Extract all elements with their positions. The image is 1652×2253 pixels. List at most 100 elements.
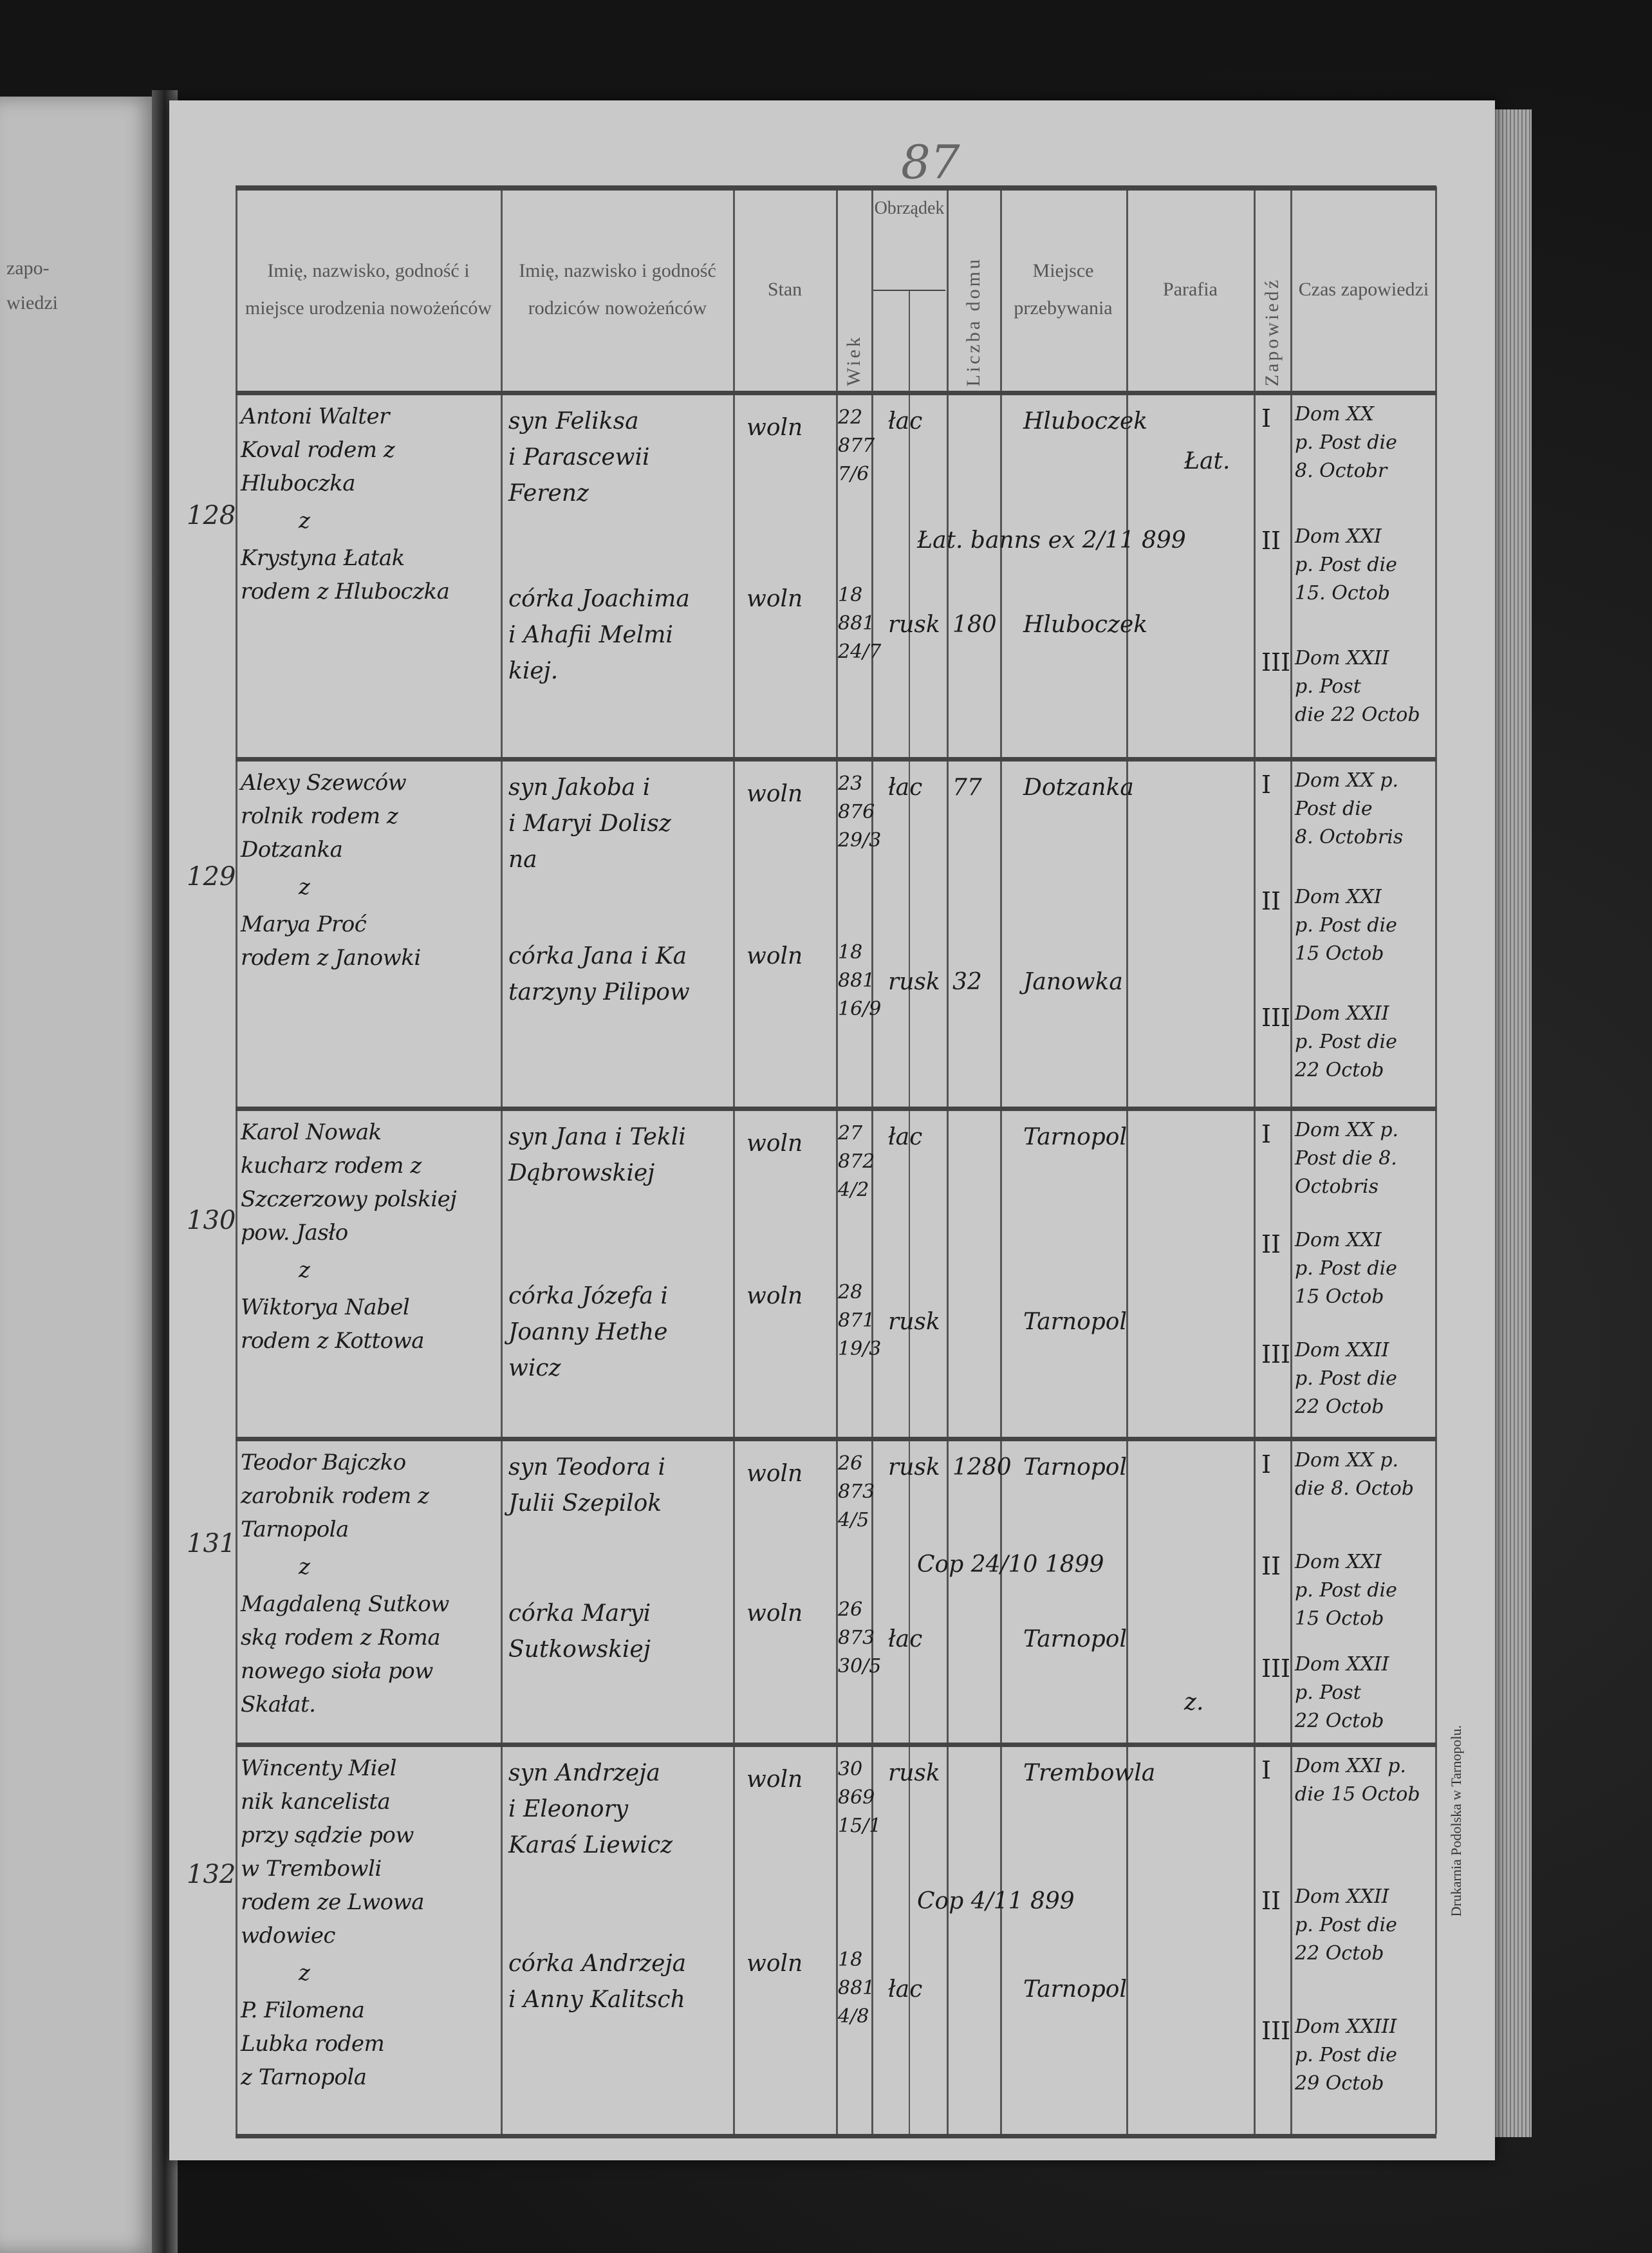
conjunction-z: z xyxy=(299,508,310,534)
left-page: zapo-wiedzi xyxy=(0,97,158,2253)
groom-stan: woln xyxy=(747,1461,803,1487)
entry-number: 132 xyxy=(187,1860,236,1890)
groom-wiek: 30 869 15/1 xyxy=(838,1758,882,1837)
names-cell: Teodor Bajczko zarobnik rodem z Tarnopol… xyxy=(241,1446,498,1721)
bride-name: Wiktorya Nabel rodem z Kottowa xyxy=(241,1295,425,1354)
czas-zapowiedzi: Dom XX p. Post die 8. Octobris xyxy=(1295,769,1404,848)
header-zapowiedz: Zapowiedź xyxy=(1261,277,1283,386)
column-rule xyxy=(836,187,838,2134)
groom-wiek: 22 877 7/6 xyxy=(838,406,875,485)
groom-obrzadek: łac xyxy=(888,408,923,435)
register-page xyxy=(169,100,1495,2160)
conjunction-z: z xyxy=(299,1554,310,1580)
groom-name: Antoni Walter Koval rodem z Hluboczka xyxy=(241,404,395,496)
header-miejsce: Miejsce przebywania xyxy=(1014,260,1113,319)
header-subrule xyxy=(873,290,945,291)
czas-zapowiedzi: Dom XXII p. Post die 22 Octob xyxy=(1295,647,1420,727)
groom-miejsce: Hluboczek xyxy=(1023,408,1148,435)
czas-zapowiedzi: Dom XXII p. Post die 22 Octob xyxy=(1295,1339,1397,1418)
zapowiedz-ordinal: III xyxy=(1261,2017,1291,2046)
bride-name: Magdaleną Sutkow ską rodem z Roma nowego… xyxy=(241,1591,449,1717)
czas-zapowiedzi: Dom XX p. Post die 8. Octobris xyxy=(1295,1119,1399,1198)
zapowiedz-ordinal: III xyxy=(1261,648,1291,677)
zapowiedz-ordinal: II xyxy=(1261,1552,1281,1581)
bride-obrzadek: rusk xyxy=(888,1309,940,1335)
groom-wiek: 26 873 4/5 xyxy=(838,1452,875,1531)
bride-parents: córka Andrzeja i Anny Kalitsch xyxy=(508,1950,687,2013)
bride-miejsce: Tarnopol xyxy=(1023,1309,1127,1335)
groom-name: Teodor Bajczko zarobnik rodem z Tarnopol… xyxy=(241,1450,429,1542)
row-rule xyxy=(236,2134,1436,2138)
bride-wiek: 18 881 24/7 xyxy=(838,584,882,663)
czas-zapowiedzi: Dom XXII p. Post die 22 Octob xyxy=(1295,1885,1397,1965)
header-parafia: Parafia xyxy=(1163,279,1218,300)
groom-name: Alexy Szewców rolnik rodem z Dotzanka xyxy=(241,770,407,863)
row-rule xyxy=(236,1107,1436,1111)
left-page-header: zapo-wiedzi xyxy=(6,251,58,321)
bride-obrzadek: rusk xyxy=(888,969,940,995)
groom-parents: syn Feliksa i Parascewii Ferenz xyxy=(508,408,650,507)
header-stan: Stan xyxy=(767,279,803,300)
zapowiedz-ordinal: I xyxy=(1261,1120,1272,1148)
groom-parents: syn Jakoba i i Maryi Dolisz na xyxy=(508,774,671,873)
bride-wiek: 18 881 4/8 xyxy=(838,1949,875,2028)
groom-miejsce: Tarnopol xyxy=(1023,1454,1127,1481)
names-cell: Antoni Walter Koval rodem z Hluboczka z Kr… xyxy=(241,400,498,608)
column-rule xyxy=(871,187,873,2134)
page-number: 87 xyxy=(901,135,960,189)
czas-zapowiedzi: Dom XXI p. Post die 15 Octob xyxy=(1295,1229,1397,1308)
bride-parents: córka Joachima i Ahafii Melmi kiej. xyxy=(508,586,690,684)
bride-stan: woln xyxy=(747,586,803,612)
groom-liczba-domu: 77 xyxy=(952,774,982,801)
groom-parents: syn Andrzeja i Eleonory Karaś Liewicz xyxy=(508,1760,673,1858)
groom-obrzadek: rusk xyxy=(888,1454,940,1481)
column-rule xyxy=(909,290,910,2134)
zapowiedz-ordinal: II xyxy=(1261,526,1281,555)
column-rule xyxy=(501,187,503,2134)
bride-stan: woln xyxy=(747,1950,803,1977)
zapowiedz-ordinal: III xyxy=(1261,1340,1291,1369)
zapowiedz-ordinal: I xyxy=(1261,1756,1272,1784)
groom-parents: syn Teodora i Julii Szepilok xyxy=(508,1454,665,1517)
groom-stan: woln xyxy=(747,1130,803,1157)
groom-obrzadek: łac xyxy=(888,1124,923,1150)
header-parents: Imię, nazwisko i godność rodziców nowoże… xyxy=(519,260,716,319)
bride-wiek: 26 873 30/5 xyxy=(838,1598,882,1678)
groom-stan: woln xyxy=(747,781,803,807)
bride-miejsce: Janowka xyxy=(1023,969,1123,995)
header-obrzadek: Obrządek xyxy=(874,198,945,218)
groom-miejsce: Tarnopol xyxy=(1023,1124,1127,1150)
row-rule xyxy=(236,757,1436,762)
names-cell: Wincenty Miel nik kancelista przy sądzie… xyxy=(241,1752,498,2094)
bride-stan: woln xyxy=(747,943,803,969)
groom-parents: syn Jana i Tekli Dąbrowskiej xyxy=(508,1124,686,1186)
marginal-note: Łat. banns ex 2/11 899 xyxy=(917,527,1186,554)
conjunction-z: z xyxy=(299,874,310,900)
groom-obrzadek: rusk xyxy=(888,1760,940,1786)
entry-number: 131 xyxy=(187,1528,236,1558)
left-header-line: wiedzi xyxy=(6,292,58,313)
names-cell: Karol Nowak kucharz rodem z Szczerzowy p… xyxy=(241,1116,498,1358)
czas-zapowiedzi: Dom XX p. Post die 8. Octobr xyxy=(1295,403,1397,482)
groom-name: Karol Nowak kucharz rodem z Szczerzowy p… xyxy=(241,1119,457,1246)
entry-number: 128 xyxy=(187,500,236,530)
bride-miejsce: Tarnopol xyxy=(1023,1976,1127,2003)
bride-parents: córka Maryi Sutkowskiej xyxy=(508,1600,651,1663)
czas-zapowiedzi: Dom XXI p. Post die 15 Octob xyxy=(1295,886,1397,965)
entry-number: 129 xyxy=(187,861,236,892)
bride-wiek: 18 881 16/9 xyxy=(838,941,882,1020)
groom-miejsce: Dotzanka xyxy=(1023,774,1134,801)
czas-zapowiedzi: Dom XXI p. Post die 15. Octob xyxy=(1295,525,1397,604)
zapowiedz-ordinal: I xyxy=(1261,771,1272,799)
column-rule xyxy=(1126,187,1128,2134)
bride-liczba-domu: 180 xyxy=(952,612,997,638)
bride-stan: woln xyxy=(747,1283,803,1309)
groom-name: Wincenty Miel nik kancelista przy sądzie… xyxy=(241,1755,425,1949)
groom-stan: woln xyxy=(747,415,803,441)
header-liczba-domu: Liczba domu xyxy=(963,256,984,386)
bride-name: P. Filomena Lubka rodem z Tarnopola xyxy=(241,1997,385,2090)
bride-parafia: z. xyxy=(1184,1689,1204,1715)
table-top-rule xyxy=(236,185,1436,191)
column-rule xyxy=(1435,187,1437,2134)
zapowiedz-ordinal: II xyxy=(1261,1886,1281,1915)
